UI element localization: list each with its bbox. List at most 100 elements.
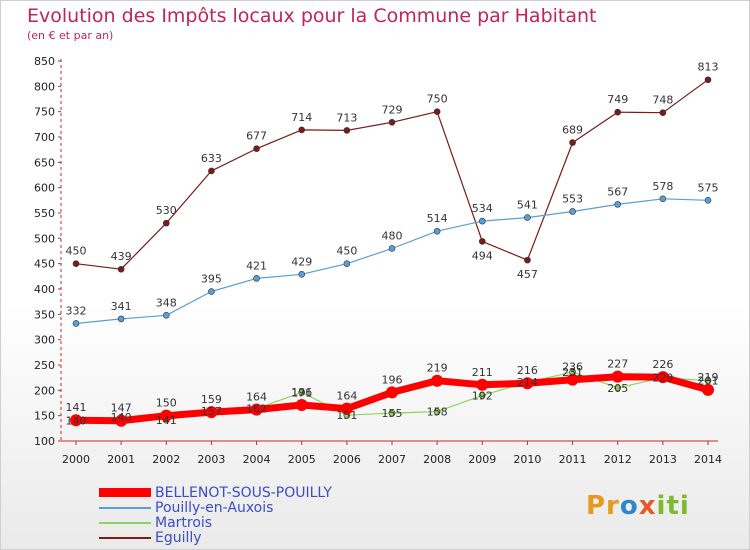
x-tick-label: 2001 [107, 453, 135, 466]
legend-swatch [99, 536, 151, 539]
data-point-pouilly-en-auxois [343, 260, 351, 267]
x-tick-label: 2014 [694, 453, 722, 466]
data-point-eguilly [659, 109, 667, 116]
data-label: 214 [517, 376, 538, 389]
y-tick-label: 600 [34, 182, 55, 195]
data-point-bellenot-sous-pouilly [70, 414, 82, 427]
data-label: 158 [427, 406, 448, 419]
data-label: 450 [66, 245, 87, 258]
data-label: 231 [562, 366, 583, 379]
data-label: 514 [427, 212, 448, 225]
x-tick-label: 2011 [559, 453, 587, 466]
data-label: 141 [156, 414, 177, 427]
data-label: 196 [382, 373, 403, 386]
data-label: 729 [382, 103, 403, 116]
data-label: 159 [201, 393, 222, 406]
legend: BELLENOT-SOUS-POUILLY Pouilly-en-Auxois Ma… [99, 485, 332, 546]
data-point-martrois [298, 389, 306, 396]
data-label: 196 [291, 386, 312, 399]
data-point-bellenot-sous-pouilly [115, 414, 128, 427]
data-label: 813 [698, 61, 719, 74]
legend-item: Martrois [99, 515, 332, 531]
x-tick-label: 2010 [513, 453, 541, 466]
line-chart: 100 150 200 250 300 350 400 450 500 550 600 650 700 7… [34, 55, 722, 466]
data-point-pouilly-en-auxois [72, 320, 80, 327]
data-point-bellenot-sous-pouilly [340, 402, 353, 415]
data-point-pouilly-en-auxois [478, 217, 486, 225]
data-label: 164 [336, 390, 357, 403]
data-label: 749 [607, 93, 628, 106]
data-label: 348 [156, 296, 177, 309]
data-point-eguilly [524, 256, 531, 264]
data-label: 211 [472, 366, 493, 379]
data-label: 236 [562, 361, 583, 374]
data-label: 494 [472, 249, 493, 262]
data-label: 541 [517, 199, 538, 212]
data-point-eguilly [117, 265, 125, 273]
x-tick-label: 2008 [423, 453, 451, 466]
data-point-bellenot-sous-pouilly [702, 383, 714, 396]
legend-label: Eguilly [155, 529, 202, 546]
data-label: 155 [382, 407, 403, 420]
data-label: 633 [201, 152, 222, 165]
data-label: 748 [652, 94, 673, 107]
y-tick-label: 100 [34, 435, 55, 448]
y-tick-label: 300 [34, 334, 55, 347]
x-tick-label: 2003 [197, 453, 225, 466]
x-tick-label: 2006 [333, 453, 361, 466]
data-point-bellenot-sous-pouilly [250, 403, 263, 416]
data-label: 395 [201, 273, 222, 286]
data-label: 689 [562, 124, 583, 137]
data-point-eguilly [433, 108, 441, 115]
data-point-pouilly-en-auxois [524, 214, 531, 221]
data-label: 150 [156, 397, 177, 410]
data-point-pouilly-en-auxois [388, 245, 396, 252]
data-point-eguilly [298, 126, 306, 134]
data-label: 332 [66, 304, 87, 317]
data-label: 226 [652, 358, 673, 371]
logo-letters: o [619, 491, 639, 521]
data-point-martrois [614, 384, 622, 392]
data-label: 151 [336, 409, 357, 422]
data-point-eguilly [388, 119, 396, 126]
y-tick-label: 700 [34, 131, 55, 144]
data-point-bellenot-sous-pouilly [431, 374, 444, 387]
data-point-eguilly [569, 139, 576, 146]
data-label: 713 [336, 111, 357, 124]
data-point-martrois [433, 408, 441, 415]
y-tick-label: 850 [34, 55, 55, 68]
data-label: 429 [291, 255, 312, 268]
data-label: 216 [517, 364, 538, 377]
y-tick-label: 350 [34, 308, 55, 321]
data-point-bellenot-sous-pouilly [476, 378, 489, 391]
y-tick-label: 400 [34, 283, 55, 296]
data-label: 567 [607, 185, 628, 198]
data-label: 439 [111, 250, 132, 263]
data-point-eguilly [208, 167, 215, 175]
y-tick-label: 800 [34, 80, 55, 93]
data-label: 164 [246, 391, 267, 404]
data-point-eguilly [478, 238, 486, 245]
data-label: 534 [472, 202, 493, 215]
data-label: 141 [66, 401, 87, 414]
data-point-pouilly-en-auxois [208, 288, 215, 295]
data-point-martrois [478, 392, 486, 399]
data-point-bellenot-sous-pouilly [295, 399, 308, 412]
data-label: 530 [156, 204, 177, 217]
x-tick-label: 2013 [649, 453, 677, 466]
proxiti-logo: Proxiti [586, 491, 690, 521]
data-label: 171 [291, 386, 312, 399]
data-label: 578 [652, 180, 673, 193]
legend-item: Pouilly-en-Auxois [99, 500, 332, 516]
data-point-eguilly [343, 127, 351, 134]
y-tick-label: 150 [34, 410, 55, 423]
data-point-bellenot-sous-pouilly [160, 409, 173, 422]
data-point-bellenot-sous-pouilly [205, 406, 218, 419]
y-tick-label: 550 [34, 207, 55, 220]
data-label: 201 [698, 375, 719, 388]
data-point-pouilly-en-auxois [162, 312, 170, 319]
legend-swatch [99, 488, 151, 497]
legend-item: BELLENOT-SOUS-POUILLY [99, 485, 332, 501]
chart-subtitle: (en € et par an) [27, 29, 114, 42]
